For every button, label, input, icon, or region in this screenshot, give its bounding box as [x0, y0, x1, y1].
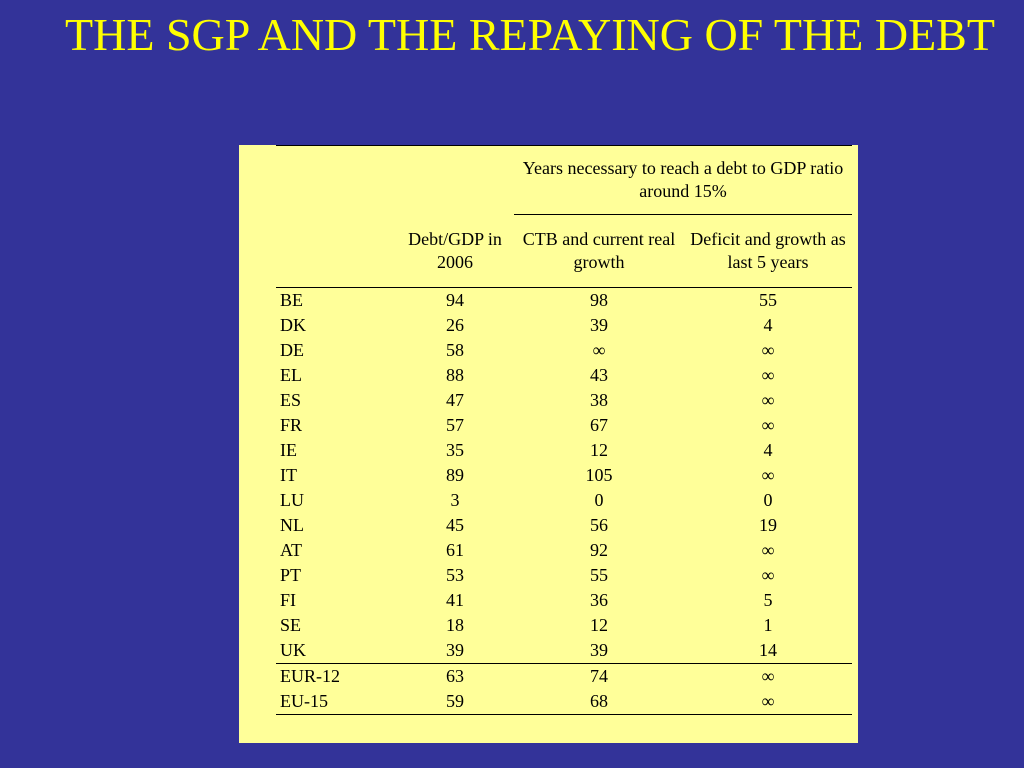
deficit-cell: 19 [759, 515, 777, 535]
debt-cell: 94 [446, 290, 464, 310]
debt-cell: 39 [446, 640, 464, 660]
ctb-cell: 12 [590, 615, 608, 635]
ctb-cell: 67 [590, 415, 608, 435]
table-row: IT 89 105 ∞ [276, 463, 852, 488]
debt-cell: 57 [446, 415, 464, 435]
country-cell: DK [280, 315, 306, 335]
debt-cell: 3 [450, 490, 460, 510]
debt-cell: 26 [446, 315, 464, 335]
super-header: Years necessary to reach a debt to GDP r… [514, 145, 852, 215]
table-row: PT 53 55 ∞ [276, 563, 852, 588]
deficit-cell: 1 [763, 615, 773, 635]
country-cell: LU [280, 490, 304, 510]
ctb-cell: 55 [590, 565, 608, 585]
deficit-cell: 4 [763, 315, 773, 335]
deficit-cell: 0 [763, 490, 773, 510]
ctb-cell: 43 [590, 365, 608, 385]
ctb-cell: ∞ [592, 340, 606, 360]
table-row: DK 26 39 4 [276, 313, 852, 338]
table-row: BE 94 98 55 [276, 288, 852, 314]
header-spacer [396, 146, 514, 215]
table-row: FI 41 36 5 [276, 588, 852, 613]
table-row: NL 45 56 19 [276, 513, 852, 538]
deficit-cell: ∞ [761, 540, 775, 560]
table-row: DE 58 ∞ ∞ [276, 338, 852, 363]
country-cell: NL [280, 515, 304, 535]
country-cell: IE [280, 440, 297, 460]
country-cell: ES [280, 390, 302, 410]
ctb-cell: 38 [590, 390, 608, 410]
header-spacer [276, 146, 396, 215]
table-row: UK 39 39 14 [276, 638, 852, 664]
header-row-columns: Debt/GDP in 2006 CTB and current real gr… [276, 215, 852, 288]
col-header-ctb: CTB and current real growth [522, 229, 676, 272]
deficit-cell: 55 [759, 290, 777, 310]
debt-cell: 59 [446, 691, 464, 711]
deficit-cell: ∞ [761, 691, 775, 711]
deficit-cell: ∞ [761, 365, 775, 385]
table-row: EUR-12 63 74 ∞ [276, 663, 852, 690]
country-cell: DE [280, 340, 304, 360]
ctb-cell: 39 [590, 640, 608, 660]
header-country-spacer [276, 215, 396, 288]
debt-table: Years necessary to reach a debt to GDP r… [276, 145, 852, 715]
country-cell: SE [280, 615, 302, 635]
ctb-cell: 36 [590, 590, 608, 610]
col-header-deficit: Deficit and growth as last 5 years [690, 229, 846, 272]
debt-cell: 58 [446, 340, 464, 360]
table-row: EL 88 43 ∞ [276, 363, 852, 388]
header-row-top: Years necessary to reach a debt to GDP r… [276, 145, 852, 215]
debt-cell: 45 [446, 515, 464, 535]
debt-cell: 35 [446, 440, 464, 460]
debt-cell: 41 [446, 590, 464, 610]
table-row: AT 61 92 ∞ [276, 538, 852, 563]
deficit-cell: ∞ [761, 390, 775, 410]
debt-cell: 63 [446, 666, 464, 686]
ctb-cell: 105 [585, 465, 613, 485]
deficit-cell: 4 [763, 440, 773, 460]
debt-cell: 53 [446, 565, 464, 585]
col-header-debt: Debt/GDP in 2006 [408, 228, 502, 272]
ctb-cell: 12 [590, 440, 608, 460]
table-row: FR 57 67 ∞ [276, 413, 852, 438]
deficit-cell: 5 [763, 590, 773, 610]
debt-cell: 47 [446, 390, 464, 410]
ctb-cell: 39 [590, 315, 608, 335]
ctb-cell: 98 [590, 290, 608, 310]
deficit-cell: ∞ [761, 415, 775, 435]
deficit-cell: ∞ [761, 465, 775, 485]
table-panel: Years necessary to reach a debt to GDP r… [239, 145, 858, 743]
country-cell: EU-15 [280, 691, 328, 711]
debt-cell: 61 [446, 540, 464, 560]
country-cell: FI [280, 590, 297, 610]
deficit-cell: ∞ [761, 565, 775, 585]
deficit-cell: ∞ [761, 666, 775, 686]
debt-cell: 88 [446, 365, 464, 385]
country-cell: BE [280, 290, 304, 310]
ctb-cell: 0 [594, 490, 604, 510]
debt-cell: 89 [446, 465, 464, 485]
table-row: LU 3 0 0 [276, 488, 852, 513]
ctb-cell: 56 [590, 515, 608, 535]
country-cell: IT [280, 465, 297, 485]
country-cell: PT [280, 565, 302, 585]
table-row: EU-15 59 68 ∞ [276, 689, 852, 715]
country-cell: EUR-12 [280, 666, 340, 686]
country-cell: FR [280, 415, 303, 435]
table-row: SE 18 12 1 [276, 613, 852, 638]
deficit-cell: 14 [759, 640, 777, 660]
table-row: IE 35 12 4 [276, 438, 852, 463]
debt-cell: 18 [446, 615, 464, 635]
slide-title: THE SGP AND THE REPAYING OF THE DEBT [65, 9, 995, 60]
table-row: ES 47 38 ∞ [276, 388, 852, 413]
ctb-cell: 68 [590, 691, 608, 711]
ctb-cell: 92 [590, 540, 608, 560]
deficit-cell: ∞ [761, 340, 775, 360]
ctb-cell: 74 [590, 666, 608, 686]
country-cell: AT [280, 540, 302, 560]
country-cell: EL [280, 365, 302, 385]
country-cell: UK [280, 640, 306, 660]
